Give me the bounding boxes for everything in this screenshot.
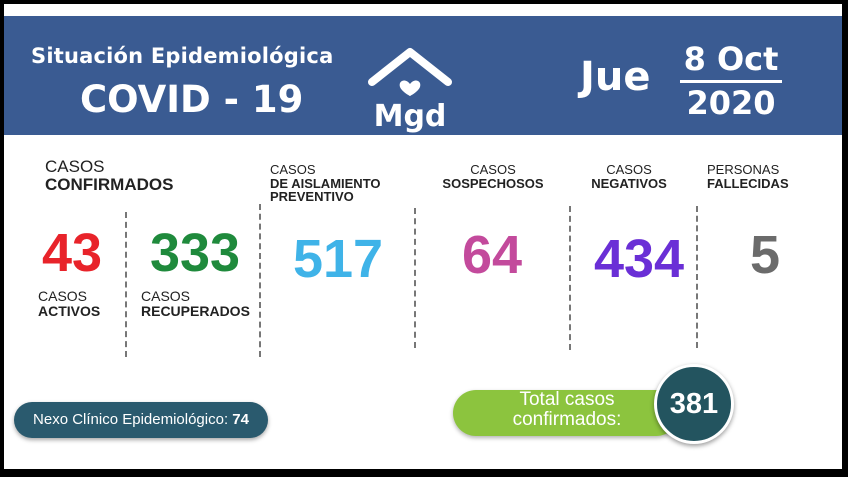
date-day-month: 8 Oct — [683, 40, 779, 78]
nexo-badge: Nexo Clínico Epidemiológico: 74 — [14, 402, 268, 438]
aislamiento-label-line2: DE AISLAMIENTO — [270, 175, 381, 191]
logo-text: Mgd — [374, 99, 447, 134]
confirmados-label-line2: CONFIRMADOS — [45, 174, 174, 194]
negativos-label-line1: CASOS — [606, 162, 652, 177]
total-label: Total casos confirmados: — [492, 390, 642, 430]
divider — [696, 206, 698, 348]
fallecidas-label-line2: FALLECIDAS — [707, 175, 789, 191]
divider — [569, 206, 571, 350]
sospechosos-value: 64 — [461, 225, 523, 285]
house-logo-icon: Mgd — [368, 48, 452, 134]
date-year: 2020 — [686, 84, 776, 122]
sospechosos-label: CASOS SOSPECHOSOS — [430, 163, 556, 190]
nexo-label: Nexo Clínico Epidemiológico: — [33, 411, 229, 428]
sospechosos-label-line1: CASOS — [470, 162, 516, 177]
header-title: Situación Epidemiológica — [31, 44, 334, 68]
recuperados-label-line1: CASOS — [141, 288, 191, 304]
divider — [414, 208, 416, 348]
day-label: Jue — [580, 54, 651, 100]
activos-label: CASOS ACTIVOS — [38, 289, 100, 318]
activos-value: 43 — [41, 223, 103, 283]
confirmados-label-line1: CASOS — [45, 157, 105, 176]
date-divider — [680, 80, 782, 83]
infographic-card: Situación Epidemiológica COVID - 19 Mgd … — [4, 4, 842, 469]
negativos-value: 434 — [593, 229, 685, 289]
total-pill — [453, 390, 679, 436]
divider — [259, 204, 261, 357]
aislamiento-label-line1: CASOS — [270, 162, 316, 177]
header-subtitle: COVID - 19 — [80, 78, 304, 121]
aislamiento-label: CASOS DE AISLAMIENTO PREVENTIVO — [270, 163, 381, 204]
fallecidas-label: PERSONAS FALLECIDAS — [707, 163, 789, 190]
activos-label-line1: CASOS — [38, 288, 88, 304]
confirmados-label: CASOS CONFIRMADOS — [45, 158, 173, 194]
activos-label-line2: ACTIVOS — [38, 302, 101, 319]
aislamiento-value: 517 — [292, 229, 384, 289]
sospechosos-label-line2: SOSPECHOSOS — [442, 175, 544, 191]
recuperados-label: CASOS RECUPERADOS — [141, 289, 250, 318]
header-banner: Situación Epidemiológica COVID - 19 Mgd … — [4, 16, 842, 135]
negativos-label-line2: NEGATIVOS — [591, 175, 667, 191]
fallecidas-label-line1: PERSONAS — [707, 162, 780, 177]
nexo-value: 74 — [232, 411, 249, 428]
total-label-line2: confirmados: — [512, 409, 622, 430]
recuperados-value: 333 — [149, 223, 241, 283]
recuperados-label-line2: RECUPERADOS — [141, 302, 250, 319]
aislamiento-label-line3: PREVENTIVO — [270, 189, 354, 205]
divider — [125, 212, 127, 357]
negativos-label: CASOS NEGATIVOS — [584, 163, 674, 190]
total-label-line1: Total casos — [519, 389, 615, 410]
total-value: 381 — [654, 364, 734, 444]
fallecidas-value: 5 — [749, 225, 781, 285]
